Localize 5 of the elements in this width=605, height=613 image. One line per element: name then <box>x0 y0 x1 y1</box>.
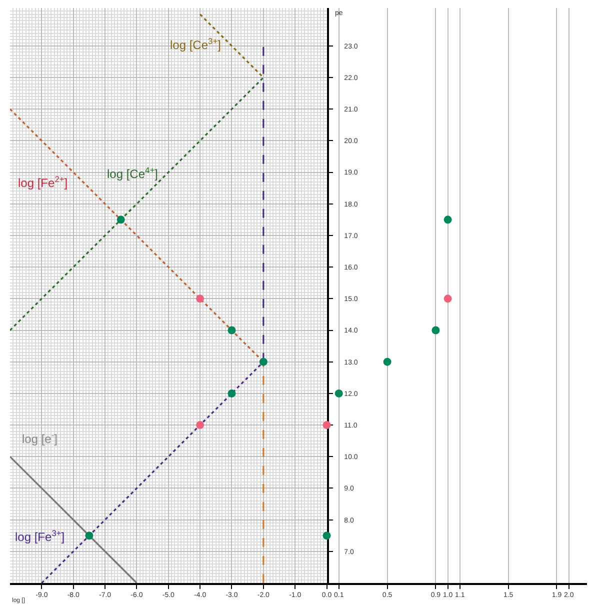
annotation: log [Ce$^{3+}$] <box>170 36 221 52</box>
annotation: log [Ce$^{4+}$] <box>107 165 158 182</box>
annotation: log [Fe$^{2+}$] <box>18 174 68 190</box>
annotation: log [Fe$^{3+}$] <box>15 528 65 544</box>
annotation: log [e$^{-}$] <box>22 430 58 446</box>
